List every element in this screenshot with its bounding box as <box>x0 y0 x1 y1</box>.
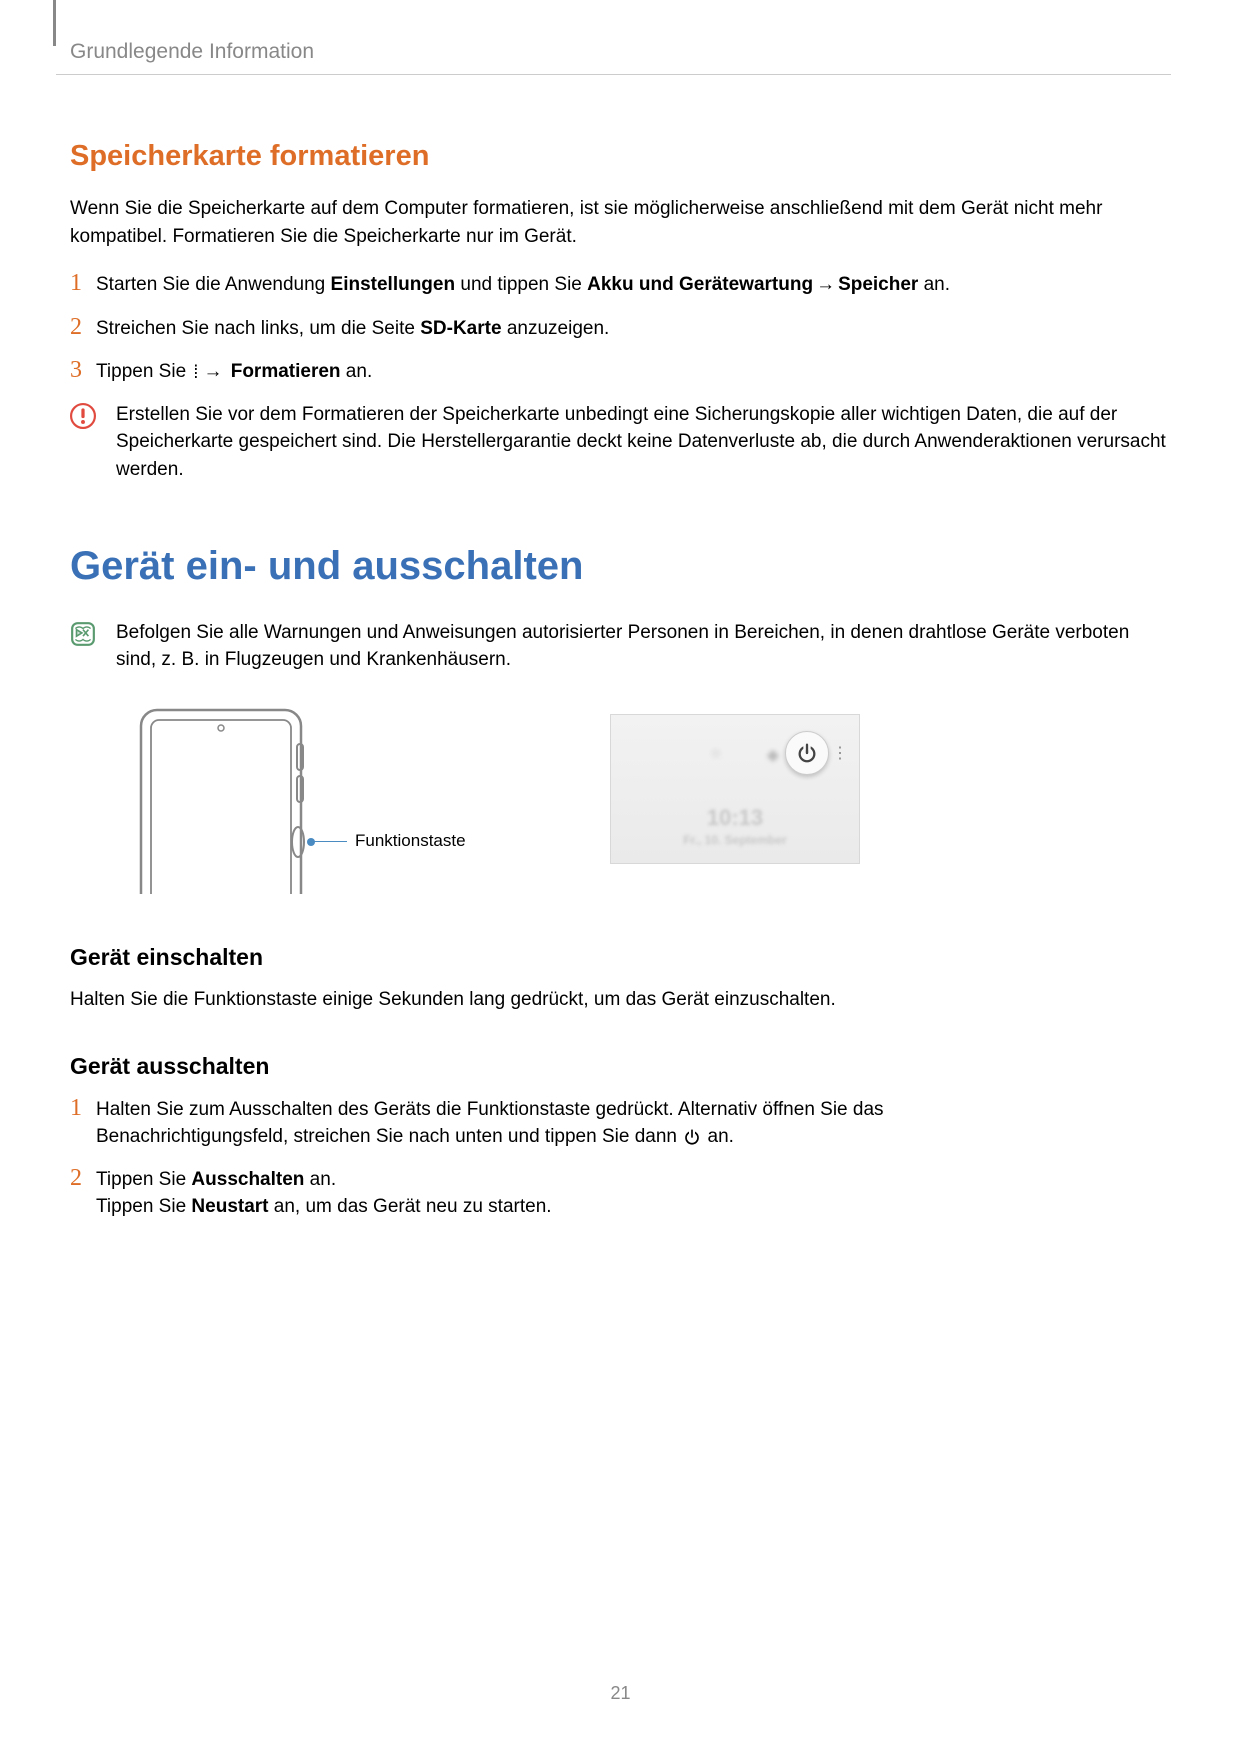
step-number: 1 <box>70 1095 96 1121</box>
blurred-icons: ○◆ <box>711 745 779 765</box>
step-number: 2 <box>70 314 96 340</box>
step-text: Starten Sie die Anwendung Einstellungen … <box>96 270 950 299</box>
list-item: 2 Tippen Sie Ausschalten an. Tippen Sie … <box>70 1165 1171 1220</box>
warning-icon <box>70 403 96 429</box>
page-number: 21 <box>0 1683 1241 1704</box>
overflow-menu-icon: ⋮ <box>832 743 847 763</box>
figure-row: Funktionstaste ○◆ ⋮ 10:13 Fr., 10. Sep <box>110 704 1171 894</box>
step-text: Tippen Sie ⁞→ Formatieren an. <box>96 357 372 386</box>
step-number: 1 <box>70 270 96 296</box>
list-item: 1 Halten Sie zum Ausschalten des Geräts … <box>70 1095 1171 1150</box>
quickpanel-screen: ○◆ ⋮ 10:13 Fr., 10. September <box>610 714 860 864</box>
step-text: Streichen Sie nach links, um die Seite S… <box>96 314 609 343</box>
power-icon <box>683 1128 701 1146</box>
step-number: 2 <box>70 1165 96 1191</box>
warning-text: Erstellen Sie vor dem Formatieren der Sp… <box>116 401 1171 484</box>
format-steps-list: 1 Starten Sie die Anwendung Einstellunge… <box>70 270 1171 386</box>
panel-date: Fr., 10. September <box>611 833 859 847</box>
warning-callout: Erstellen Sie vor dem Formatieren der Sp… <box>70 401 1171 484</box>
panel-time: 10:13 <box>611 805 859 831</box>
step-text: Halten Sie zum Ausschalten des Geräts di… <box>96 1095 884 1150</box>
subsection-text-on: Halten Sie die Funktionstaste einige Sek… <box>70 986 1171 1014</box>
page-title-power: Gerät ein- und ausschalten <box>70 544 1171 589</box>
figure-phone: Funktionstaste <box>110 704 490 894</box>
subsection-title-on: Gerät einschalten <box>70 944 1171 971</box>
figure-quickpanel: ○◆ ⋮ 10:13 Fr., 10. September <box>610 714 910 864</box>
poweroff-steps-list: 1 Halten Sie zum Ausschalten des Geräts … <box>70 1095 1171 1220</box>
subsection-title-off: Gerät ausschalten <box>70 1053 1171 1080</box>
list-item: 2 Streichen Sie nach links, um die Seite… <box>70 314 1171 343</box>
note-text: Befolgen Sie alle Warnungen und Anweisun… <box>116 619 1171 674</box>
callout-line <box>312 841 347 842</box>
page-tab-marker <box>53 0 56 46</box>
step-number: 3 <box>70 357 96 383</box>
list-item: 3 Tippen Sie ⁞→ Formatieren an. <box>70 357 1171 386</box>
phone-outline-icon <box>135 704 315 894</box>
breadcrumb: Grundlegende Information <box>56 40 1171 75</box>
figure-label: Funktionstaste <box>355 831 466 851</box>
step-text: Tippen Sie Ausschalten an. Tippen Sie Ne… <box>96 1165 552 1220</box>
note-callout: Befolgen Sie alle Warnungen und Anweisun… <box>70 619 1171 674</box>
power-button-icon <box>785 731 829 775</box>
callout-dot <box>307 838 315 846</box>
list-item: 1 Starten Sie die Anwendung Einstellunge… <box>70 270 1171 299</box>
intro-text: Wenn Sie die Speicherkarte auf dem Compu… <box>70 195 1171 250</box>
note-icon <box>70 621 96 647</box>
more-options-icon: ⁞ <box>193 368 198 376</box>
section-title-format-card: Speicherkarte formatieren <box>70 140 1171 173</box>
